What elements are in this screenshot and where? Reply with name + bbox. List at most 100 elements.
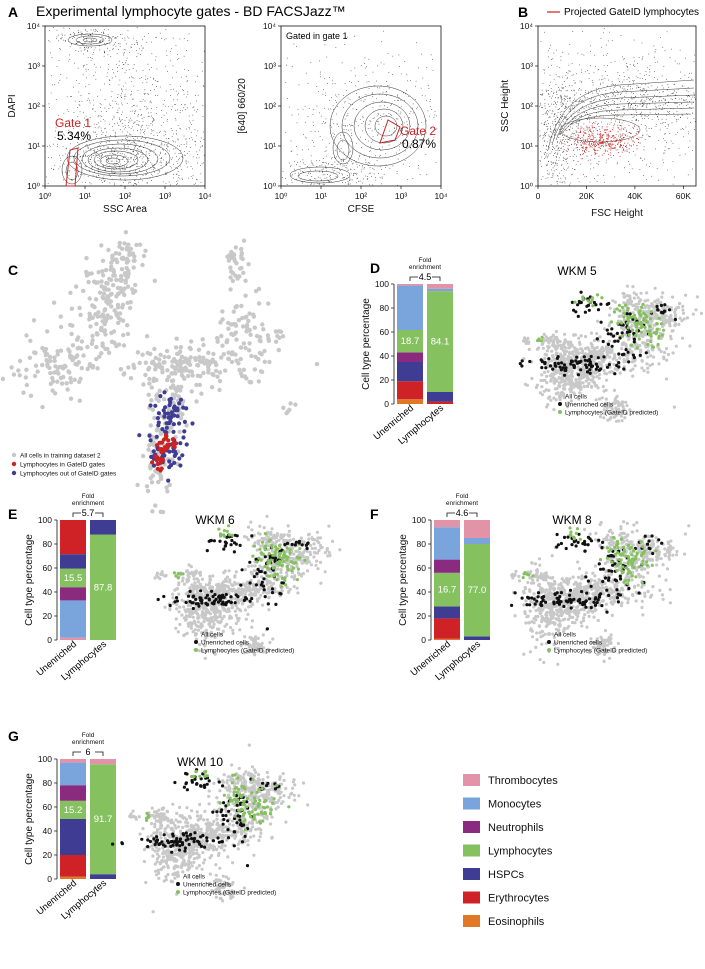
cell-dot (125, 284, 131, 289)
event-dot (375, 177, 376, 178)
event-dot (566, 119, 568, 120)
event-dot (646, 91, 648, 92)
event-dot (619, 128, 620, 130)
event-dot (134, 179, 136, 181)
cell-dot (78, 312, 83, 318)
event-dot (140, 128, 141, 130)
event-dot (658, 113, 659, 114)
event-dot (603, 145, 604, 147)
cell-dot (197, 355, 202, 360)
event-dot (668, 87, 670, 88)
event-dot (553, 133, 555, 135)
event-dot (79, 105, 81, 106)
cell-dot (149, 385, 154, 390)
event-dot (350, 129, 352, 131)
event-dot (94, 150, 95, 152)
event-dot (319, 183, 320, 184)
event-dot (603, 28, 605, 29)
cell-dot (31, 318, 37, 323)
event-dot (594, 149, 595, 151)
event-dot (585, 114, 586, 116)
event-dot (343, 158, 345, 160)
event-dot (361, 147, 362, 148)
event-dot (540, 41, 542, 42)
event-dot (644, 83, 646, 85)
event-dot (548, 136, 550, 137)
event-dot (590, 51, 591, 52)
event-dot (150, 133, 152, 134)
event-dot (592, 130, 594, 132)
cell-dot (241, 341, 246, 346)
event-dot (613, 155, 614, 156)
event-dot (372, 168, 374, 169)
event-dot (426, 174, 428, 175)
event-dot (356, 142, 358, 144)
cell-dot (257, 338, 262, 343)
event-dot (408, 117, 410, 118)
cell-dot (108, 315, 114, 320)
event-dot (621, 140, 623, 142)
event-dot (56, 38, 57, 40)
event-dot (86, 100, 88, 101)
event-dot (635, 104, 637, 106)
event-dot (612, 94, 614, 96)
event-dot (78, 171, 79, 173)
event-dot (655, 49, 657, 50)
cell-dot (174, 388, 179, 394)
event-dot (626, 65, 628, 67)
event-dot (572, 168, 573, 169)
event-dot (169, 162, 170, 164)
event-dot (70, 96, 71, 97)
event-dot (584, 139, 586, 140)
cell-dot (153, 403, 158, 408)
event-dot (640, 116, 642, 117)
event-dot (134, 139, 136, 140)
event-dot (136, 124, 138, 125)
cell-dot (141, 382, 146, 387)
event-dot (606, 95, 607, 97)
event-dot (129, 140, 130, 142)
cell-dot (176, 384, 181, 390)
event-dot (542, 94, 543, 95)
event-dot (616, 117, 618, 119)
event-dot (666, 95, 668, 96)
event-dot (62, 146, 64, 148)
cell-dot (50, 388, 55, 393)
event-dot (80, 174, 81, 175)
event-dot (95, 164, 96, 166)
event-dot (126, 141, 128, 142)
event-dot (49, 30, 50, 31)
cell-dot (121, 343, 127, 348)
event-dot (649, 65, 651, 67)
event-dot (98, 114, 100, 116)
event-dot (548, 50, 549, 52)
event-dot (157, 169, 159, 171)
event-dot (400, 130, 401, 131)
event-dot (323, 89, 324, 90)
cell-dot (153, 503, 158, 508)
event-dot (558, 121, 560, 123)
event-dot (413, 112, 415, 114)
event-dot (582, 101, 584, 102)
event-dot (628, 132, 630, 133)
event-dot (624, 142, 626, 144)
event-dot (150, 76, 151, 78)
event-dot (573, 133, 574, 135)
event-dot (582, 142, 584, 144)
event-dot (96, 124, 98, 125)
event-dot (591, 132, 593, 134)
event-dot (53, 27, 54, 28)
event-dot (377, 129, 379, 130)
event-dot (580, 154, 581, 156)
event-dot (628, 124, 630, 126)
event-dot (297, 108, 299, 110)
cell-dot (171, 429, 176, 434)
event-dot (166, 112, 167, 114)
cell-dot (552, 408, 556, 412)
event-dot (358, 138, 360, 140)
event-dot (602, 144, 603, 146)
event-dot (550, 44, 551, 46)
event-dot (58, 40, 59, 42)
event-dot (667, 94, 669, 96)
event-dot (688, 146, 689, 148)
